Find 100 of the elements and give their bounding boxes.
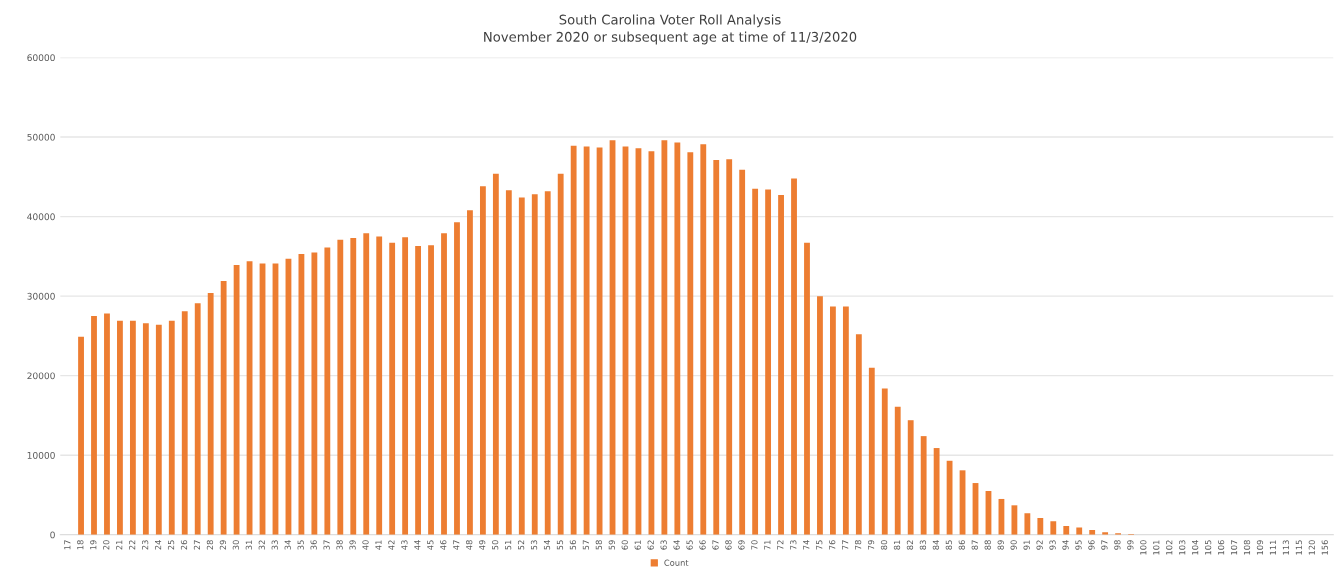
- x-tick-label: 61: [634, 540, 641, 550]
- x-tick-label: 31: [245, 540, 252, 550]
- bar: [674, 142, 681, 535]
- x-tick-label: 107: [1230, 540, 1238, 555]
- bar: [946, 460, 953, 535]
- bar: [557, 173, 564, 535]
- x-tick-label: 76: [829, 540, 836, 550]
- bar: [765, 189, 772, 535]
- x-tick-label: 27: [193, 540, 201, 550]
- x-tick-label: 113: [1282, 540, 1290, 555]
- x-tick-label: 29: [219, 540, 227, 550]
- bar: [881, 388, 888, 535]
- bar: [479, 186, 486, 535]
- bar: [194, 303, 201, 535]
- x-tick-label: 89: [997, 540, 1004, 550]
- x-tick-label: 44: [414, 540, 421, 550]
- bar: [739, 169, 746, 535]
- y-tick-label: 20000: [27, 372, 55, 380]
- y-tick-label: 0: [50, 531, 55, 539]
- x-tick-label: 20: [103, 540, 110, 550]
- x-tick-label: 40: [362, 540, 369, 550]
- bar: [817, 296, 823, 535]
- bar: [1024, 513, 1031, 535]
- x-tick-label: 24: [154, 540, 162, 550]
- y-tick-label: 50000: [27, 133, 55, 141]
- bar: [376, 236, 383, 535]
- x-tick-label: 50: [491, 540, 499, 550]
- x-tick-label: 33: [271, 540, 278, 550]
- x-tick-label: 78: [854, 540, 862, 550]
- x-tick-label: 36: [310, 540, 317, 550]
- bar: [415, 246, 421, 535]
- bar: [933, 448, 940, 535]
- x-tick-label: 57: [582, 540, 590, 550]
- bar: [778, 195, 784, 535]
- bar: [168, 320, 175, 535]
- x-tick-label: 98: [1114, 540, 1121, 550]
- x-tick-label: 106: [1217, 540, 1225, 555]
- x-tick-label: 81: [893, 540, 901, 550]
- x-tick-label: 101: [1153, 540, 1160, 555]
- bar: [337, 239, 344, 535]
- x-tick-label: 108: [1243, 540, 1251, 555]
- x-tick-label: 26: [180, 540, 188, 550]
- x-tick-label: 60: [621, 540, 628, 550]
- x-tick-label: 38: [336, 540, 343, 550]
- bar: [492, 173, 499, 535]
- x-tick-label: 53: [530, 540, 538, 550]
- x-tick-label: 68: [725, 540, 732, 550]
- x-tick-label: 84: [932, 540, 940, 550]
- bar: [868, 367, 875, 535]
- x-tick-label: 111: [1269, 540, 1276, 555]
- bar: [350, 238, 357, 535]
- x-tick-label: 70: [751, 540, 758, 550]
- x-tick-label: 109: [1256, 540, 1264, 555]
- x-tick-label: 71: [764, 540, 771, 550]
- x-tick-label: 18: [77, 540, 84, 550]
- x-tick-label: 55: [556, 540, 564, 550]
- bar: [1050, 521, 1057, 535]
- x-tick-label: 49: [479, 540, 486, 550]
- bar: [207, 292, 214, 535]
- bar: [181, 311, 188, 535]
- bar: [855, 334, 862, 535]
- bar: [402, 237, 409, 535]
- x-tick-label: 30: [232, 540, 240, 550]
- x-tick-label: 72: [777, 540, 784, 550]
- x-tick-label: 91: [1023, 540, 1030, 550]
- x-tick-label: 86: [958, 540, 965, 550]
- x-tick-label: 21: [116, 540, 123, 550]
- x-tick-label: 85: [945, 540, 952, 550]
- x-tick-label: 28: [206, 540, 214, 550]
- bar: [155, 324, 162, 535]
- x-tick-label: 103: [1179, 540, 1186, 555]
- chart-subtitle: November 2020 or subsequent age at time of 11/3/2020: [484, 31, 857, 45]
- x-tick-label: 95: [1075, 540, 1082, 550]
- bar: [1037, 518, 1044, 535]
- x-tick-label: 156: [1321, 540, 1328, 555]
- x-tick-label: 32: [258, 540, 265, 550]
- x-tick-label: 35: [297, 540, 304, 550]
- x-tick-label: 34: [284, 540, 291, 550]
- bar: [142, 323, 149, 535]
- legend-label: Count: [664, 559, 689, 566]
- x-tick-label: 51: [505, 540, 512, 550]
- y-tick-label: 60000: [27, 54, 55, 62]
- x-tick-label: 63: [660, 540, 667, 550]
- bar: [117, 320, 123, 535]
- bar: [570, 145, 577, 535]
- bar: [518, 197, 525, 535]
- bar: [791, 178, 797, 535]
- x-tick-label: 43: [401, 540, 408, 550]
- bar: [1063, 526, 1070, 535]
- x-tick-label: 22: [129, 540, 136, 550]
- x-tick-label: 105: [1204, 540, 1212, 555]
- bar: [441, 233, 447, 535]
- bar: [907, 420, 914, 535]
- x-tick-label: 120: [1308, 540, 1315, 555]
- bar: [428, 245, 434, 535]
- bar: [324, 247, 331, 535]
- bar: [894, 406, 901, 535]
- x-tick-label: 52: [517, 540, 525, 550]
- bar: [842, 306, 849, 535]
- bar: [804, 242, 810, 535]
